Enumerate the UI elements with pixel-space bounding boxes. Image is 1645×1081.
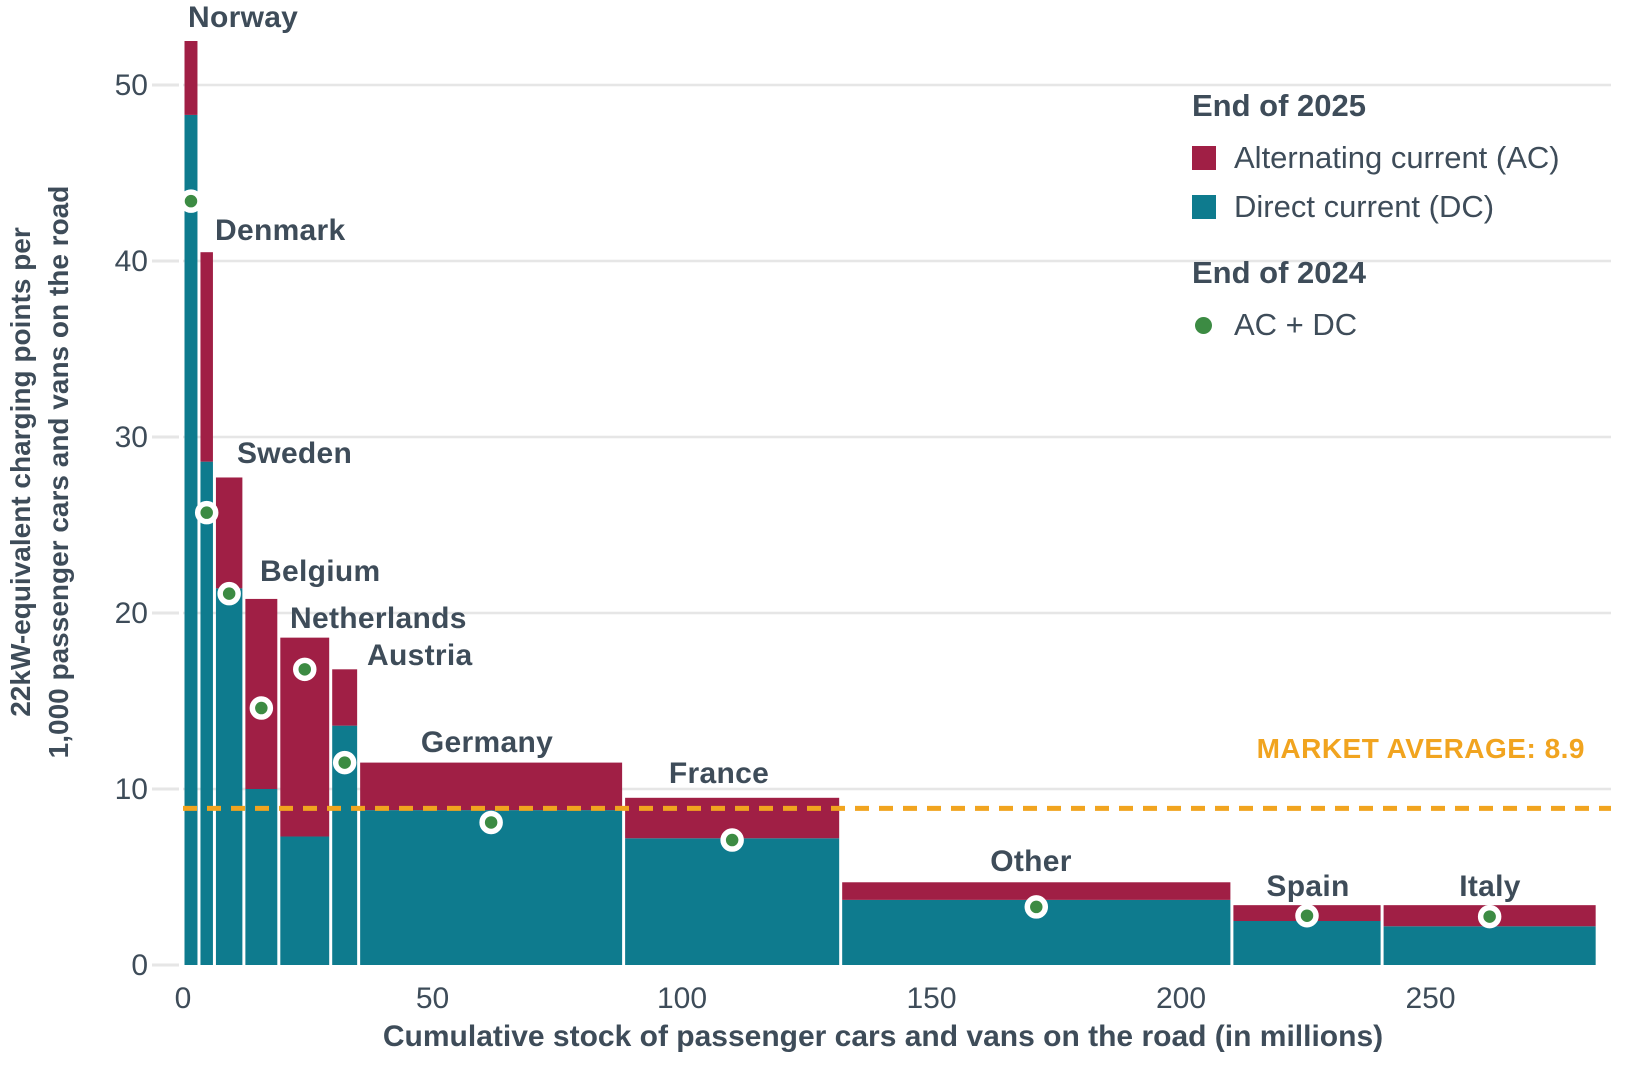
bar-ac-denmark bbox=[200, 252, 213, 462]
x-tick-label-0: 0 bbox=[175, 982, 192, 1015]
dot-2024-spain bbox=[1295, 903, 1319, 928]
x-tick-label-250: 250 bbox=[1405, 982, 1455, 1015]
y-axis-title-line-2: 1,000 passenger cars and vans on the roa… bbox=[43, 185, 74, 759]
y-tick-label-30: 30 bbox=[115, 421, 148, 454]
dot-2024-netherlands bbox=[293, 657, 317, 682]
legend-title-end-of-2025: End of 2025 bbox=[1192, 88, 1366, 123]
x-tick-label-100: 100 bbox=[657, 982, 707, 1015]
country-label-spain: Spain bbox=[1266, 870, 1349, 903]
legend: End of 2025 Alternating current (AC) Dir… bbox=[1192, 88, 1560, 356]
y-tick-label-20: 20 bbox=[115, 597, 148, 630]
acdc-dot-icon bbox=[1195, 316, 1212, 334]
y-tick-label-10: 10 bbox=[115, 773, 148, 806]
dot-2024-belgium bbox=[249, 696, 274, 720]
bar-dc-france bbox=[625, 838, 840, 965]
country-label-italy: Italy bbox=[1459, 870, 1521, 903]
bar-ac-germany bbox=[360, 762, 623, 811]
dc-swatch-icon bbox=[1192, 195, 1216, 219]
x-axis-title: Cumulative stock of passenger cars and v… bbox=[382, 1020, 1384, 1053]
legend-item-dc: Direct current (DC) bbox=[1192, 189, 1560, 225]
bar-dc-italy bbox=[1383, 926, 1596, 965]
country-label-norway: Norway bbox=[188, 1, 298, 34]
country-label-austria: Austria bbox=[367, 639, 472, 672]
bar-ac-sweden bbox=[215, 477, 243, 589]
x-tick-label-50: 50 bbox=[416, 982, 449, 1015]
bar-ac-austria bbox=[332, 669, 358, 726]
ac-swatch-icon bbox=[1192, 146, 1216, 170]
bar-dc-germany bbox=[360, 810, 623, 965]
dot-2024-sweden bbox=[217, 581, 241, 606]
market-average-label: MARKET AVERAGE: 8.9 bbox=[1256, 733, 1585, 764]
dot-2024-germany bbox=[479, 810, 503, 835]
bar-ac-belgium bbox=[245, 598, 278, 789]
dot-2024-austria bbox=[332, 750, 357, 775]
x-tick-label-200: 200 bbox=[1156, 982, 1206, 1015]
y-tick-label-40: 40 bbox=[115, 245, 148, 278]
dot-2024-denmark bbox=[194, 500, 219, 525]
bar-dc-belgium bbox=[245, 789, 278, 965]
country-label-netherlands: Netherlands bbox=[290, 602, 467, 635]
country-label-belgium: Belgium bbox=[260, 555, 380, 588]
bar-ac-norway bbox=[184, 41, 198, 115]
country-label-sweden: Sweden bbox=[237, 437, 352, 470]
legend-item-ac: Alternating current (AC) bbox=[1192, 140, 1560, 176]
dot-2024-other bbox=[1024, 895, 1049, 919]
bar-dc-denmark bbox=[200, 461, 213, 965]
y-tick-label-0: 0 bbox=[131, 949, 148, 982]
country-label-denmark: Denmark bbox=[215, 214, 346, 247]
y-axis-title: 22kW-equivalent charging points per 1,00… bbox=[2, 58, 82, 886]
dot-2024-norway bbox=[179, 189, 203, 213]
bar-dc-spain bbox=[1233, 921, 1381, 965]
legend-item-acdc-2024: AC + DC bbox=[1192, 307, 1560, 343]
dot-2024-italy bbox=[1477, 904, 1502, 929]
dot-2024-france bbox=[720, 828, 744, 852]
country-label-other: Other bbox=[990, 845, 1072, 878]
bar-ac-other bbox=[842, 882, 1231, 900]
y-tick-label-50: 50 bbox=[115, 69, 148, 102]
country-label-germany: Germany bbox=[421, 726, 553, 759]
country-label-france: France bbox=[669, 757, 769, 790]
legend-item-dc-label: Direct current (DC) bbox=[1234, 189, 1495, 224]
legend-item-ac-label: Alternating current (AC) bbox=[1234, 140, 1560, 175]
legend-title-end-of-2024: End of 2024 bbox=[1192, 255, 1366, 290]
bar-dc-sweden bbox=[215, 588, 243, 965]
y-axis-title-line-1: 22kW-equivalent charging points per bbox=[5, 227, 36, 717]
x-tick-label-150: 150 bbox=[906, 982, 956, 1015]
legend-item-acdc-label: AC + DC bbox=[1234, 307, 1358, 342]
bar-dc-netherlands bbox=[280, 836, 330, 965]
bar-dc-norway bbox=[184, 114, 198, 966]
